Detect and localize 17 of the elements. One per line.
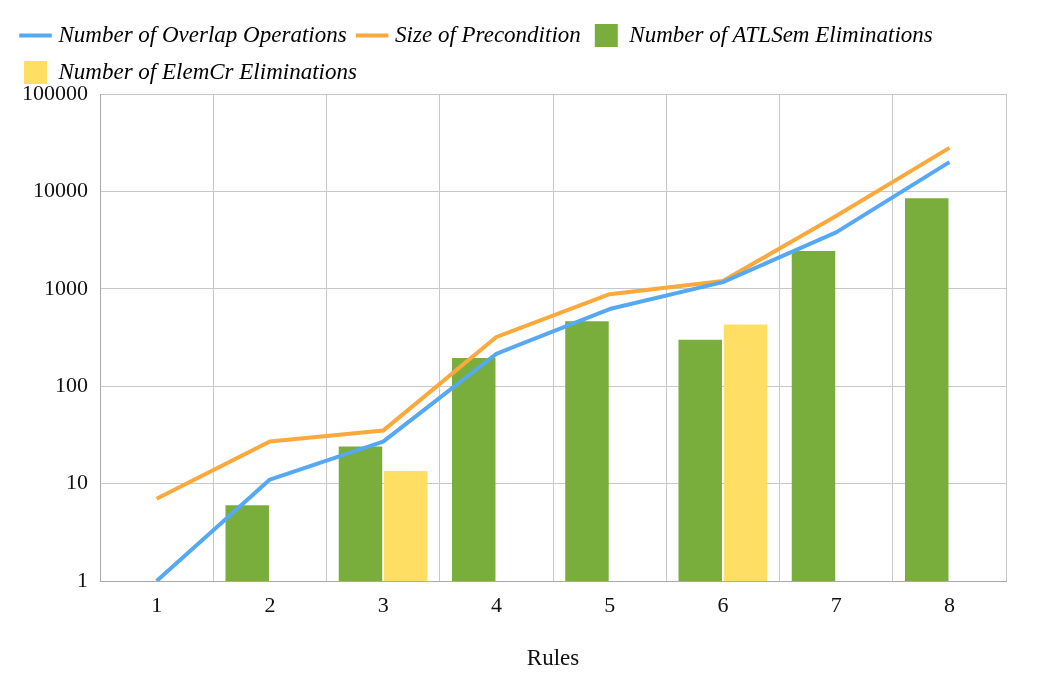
x-tick-label: 3 xyxy=(377,591,389,617)
y-tick-label: 1000 xyxy=(44,274,88,300)
y-tick-label: 1 xyxy=(77,566,88,592)
y-tick-label: 10000 xyxy=(33,177,88,203)
y-tick-label: 100 xyxy=(55,371,88,397)
y-tick-label: 10 xyxy=(66,469,88,495)
x-tick-label: 6 xyxy=(717,591,729,617)
x-axis-title: Rules xyxy=(526,645,580,671)
legend-label: Number of ATLSem Eliminations xyxy=(628,21,933,47)
x-tick-label: 8 xyxy=(943,591,955,617)
x-tick-label: 5 xyxy=(604,591,616,617)
x-tick-label: 2 xyxy=(264,591,276,617)
legend-label: Size of Precondition xyxy=(395,21,581,47)
legend-label: Number of Overlap Operations xyxy=(57,21,347,47)
x-tick-label: 7 xyxy=(830,591,842,617)
x-tick-label: 1 xyxy=(151,591,163,617)
x-tick-label: 4 xyxy=(490,591,502,617)
